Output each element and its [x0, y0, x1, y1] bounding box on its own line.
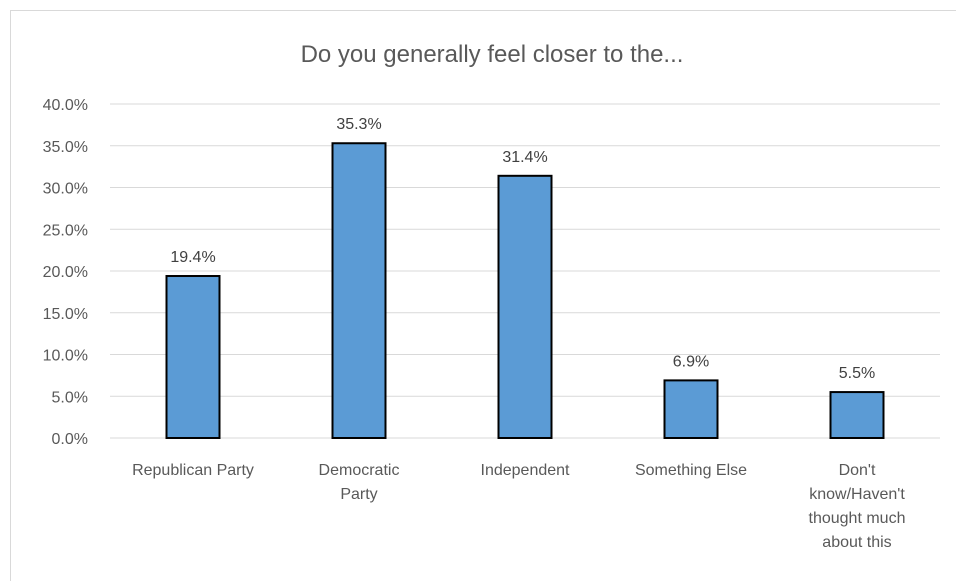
chart-title: Do you generally feel closer to the... — [301, 41, 684, 68]
category-label: Democratic Party — [319, 462, 400, 503]
category-label: Republican Party — [132, 462, 254, 479]
category-label: Something Else — [635, 462, 747, 479]
y-tick-label: 25.0% — [43, 222, 88, 239]
y-tick-label: 15.0% — [43, 306, 88, 323]
bar — [497, 174, 553, 439]
data-label: 5.5% — [839, 365, 875, 382]
y-tick-label: 30.0% — [43, 181, 88, 198]
y-tick-label: 5.0% — [52, 389, 88, 406]
data-labels: 19.4% 35.3% 31.4% 6.9% 5.5% — [170, 116, 875, 382]
y-tick-label: 35.0% — [43, 139, 88, 156]
bars — [165, 142, 885, 440]
bar — [663, 379, 719, 440]
data-label: 35.3% — [336, 116, 381, 133]
category-label: Independent — [481, 462, 571, 479]
data-label: 6.9% — [673, 353, 709, 370]
y-tick-label: 0.0% — [52, 431, 88, 448]
x-axis-category-labels: Republican Party Democratic Party Independe… — [132, 462, 905, 551]
data-label: 31.4% — [502, 149, 547, 166]
bar — [165, 275, 221, 440]
y-tick-label: 10.0% — [43, 348, 88, 365]
y-tick-label: 20.0% — [43, 264, 88, 281]
data-label: 19.4% — [170, 249, 215, 266]
y-axis-tick-labels: 0.0% 5.0% 10.0% 15.0% 20.0% 25.0% 30.0% 35.0% 40… — [43, 97, 88, 448]
bar — [829, 391, 885, 440]
category-label: Don't know/Haven't thought much about this — [809, 462, 906, 551]
y-tick-label: 40.0% — [43, 97, 88, 114]
bar — [331, 142, 387, 439]
